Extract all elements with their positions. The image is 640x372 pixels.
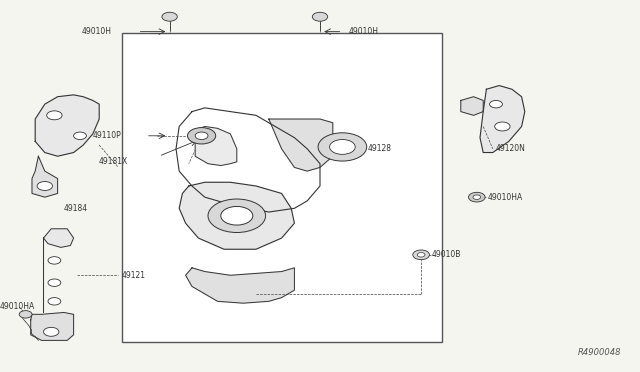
Text: 49010H: 49010H xyxy=(82,27,112,36)
Polygon shape xyxy=(32,156,58,197)
Circle shape xyxy=(47,111,62,120)
Circle shape xyxy=(473,195,481,199)
Circle shape xyxy=(221,206,253,225)
Circle shape xyxy=(48,257,61,264)
Text: 49010HA: 49010HA xyxy=(0,302,35,311)
Text: 49181X: 49181X xyxy=(99,157,128,166)
Polygon shape xyxy=(186,268,294,303)
Polygon shape xyxy=(179,182,294,249)
Polygon shape xyxy=(35,95,99,156)
Circle shape xyxy=(208,199,266,232)
Circle shape xyxy=(330,140,355,154)
Text: 49128: 49128 xyxy=(368,144,392,153)
Polygon shape xyxy=(480,86,525,153)
Circle shape xyxy=(37,182,52,190)
Circle shape xyxy=(312,12,328,21)
Polygon shape xyxy=(195,126,237,166)
Circle shape xyxy=(162,12,177,21)
Circle shape xyxy=(48,298,61,305)
Bar xyxy=(122,33,442,342)
Text: 49010B: 49010B xyxy=(432,250,461,259)
Circle shape xyxy=(318,133,367,161)
Polygon shape xyxy=(269,119,333,171)
Text: 49121: 49121 xyxy=(122,271,146,280)
Circle shape xyxy=(413,250,429,260)
Text: 49110P: 49110P xyxy=(93,131,122,140)
Text: 49184: 49184 xyxy=(64,204,88,213)
Text: 49120N: 49120N xyxy=(496,144,526,153)
Circle shape xyxy=(195,132,208,140)
Circle shape xyxy=(417,253,425,257)
Circle shape xyxy=(19,311,32,318)
Polygon shape xyxy=(44,229,74,312)
Circle shape xyxy=(74,132,86,140)
Polygon shape xyxy=(461,97,483,115)
Circle shape xyxy=(468,192,485,202)
Text: R4900048: R4900048 xyxy=(577,348,621,357)
Circle shape xyxy=(44,327,59,336)
Circle shape xyxy=(495,122,510,131)
Polygon shape xyxy=(31,312,74,340)
Circle shape xyxy=(48,279,61,286)
Text: 49010HA: 49010HA xyxy=(488,193,523,202)
Circle shape xyxy=(490,100,502,108)
Circle shape xyxy=(188,128,216,144)
Polygon shape xyxy=(176,108,320,212)
Text: 49010H: 49010H xyxy=(349,27,379,36)
